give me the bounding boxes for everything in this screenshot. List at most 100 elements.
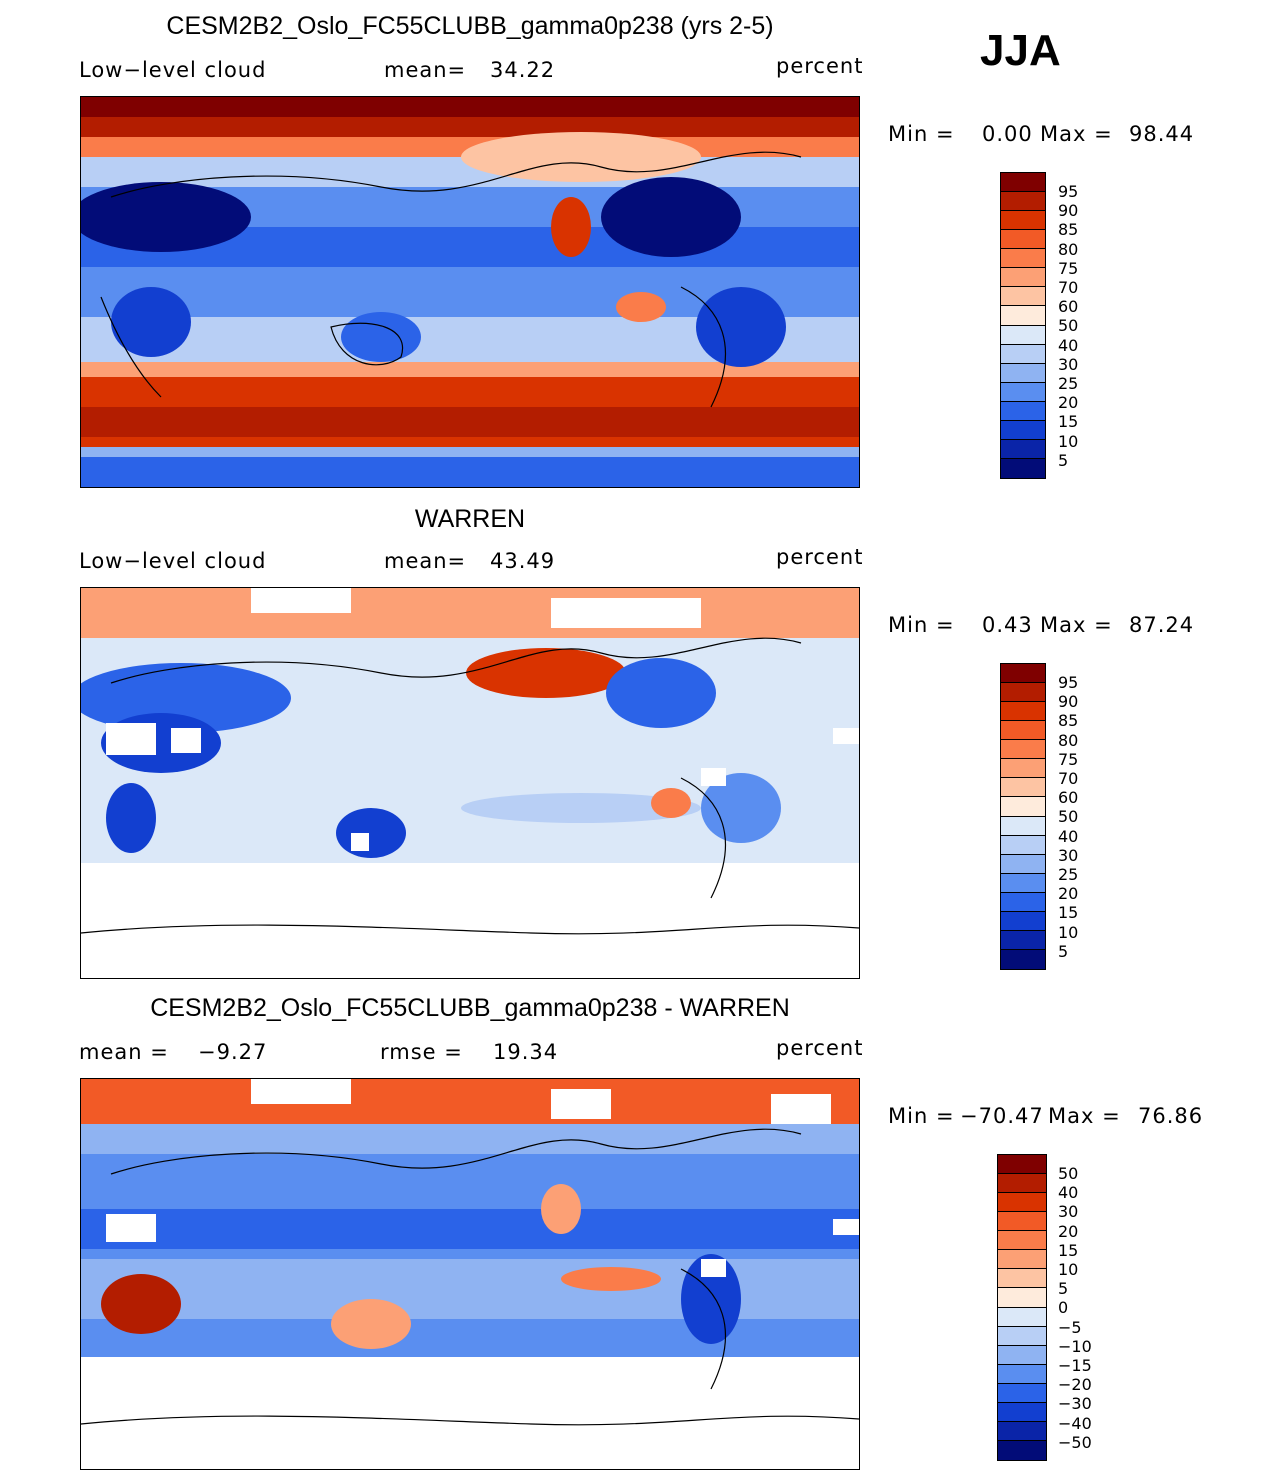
panel3-max-label: Max = <box>1048 1104 1121 1128</box>
colorbar-swatch <box>1001 835 1045 855</box>
colorbar-swatch <box>1001 420 1045 440</box>
colorbar-tick-label: 15 <box>1058 1240 1079 1260</box>
panel1-units: percent <box>776 54 864 78</box>
colorbar-tick-label: 40 <box>1058 335 1079 355</box>
panel2-mean-label: mean= <box>384 549 467 573</box>
colorbar-swatch <box>1001 230 1045 250</box>
colorbar-tick-label: 95 <box>1058 673 1079 692</box>
colorbar-tick-label: 70 <box>1058 769 1079 788</box>
panel3-min-value: −70.47 <box>960 1104 1044 1128</box>
panel1-min-value: 0.00 <box>982 122 1033 146</box>
colorbar-swatch <box>1001 382 1045 402</box>
colorbar-swatch <box>1001 439 1045 459</box>
colorbar-tick-label: −15 <box>1058 1356 1092 1375</box>
colorbar-tick-label: 30 <box>1058 1202 1079 1222</box>
colorbar-swatch <box>1001 911 1045 931</box>
colorbar-tick-label: 30 <box>1058 845 1079 865</box>
panel1-title: CESM2B2_Oslo_FC55CLUBB_gamma0p238 (yrs 2… <box>166 12 774 40</box>
panel2-min-value: 0.43 <box>982 613 1033 637</box>
colorbar-swatch <box>998 1345 1046 1365</box>
panel1-colorbar <box>1000 172 1046 479</box>
colorbar-swatch <box>998 1193 1046 1213</box>
panel3-map <box>80 1078 860 1470</box>
colorbar-swatch <box>1001 287 1045 307</box>
colorbar-tick-label: 80 <box>1058 239 1079 259</box>
colorbar-swatch <box>1001 306 1045 326</box>
panel1-mean-label: mean= <box>384 58 467 82</box>
colorbar-swatch <box>1001 854 1045 874</box>
colorbar-tick-label: −10 <box>1058 1336 1092 1356</box>
panel3-mean-label: mean = <box>79 1040 169 1064</box>
colorbar-tick-label: −30 <box>1058 1394 1092 1414</box>
colorbar-tick-label: 10 <box>1058 1260 1079 1279</box>
colorbar-tick-label: −20 <box>1058 1375 1092 1395</box>
colorbar-swatch <box>998 1288 1046 1308</box>
panel3-min-label: Min = <box>888 1104 955 1128</box>
colorbar-tick-label: 90 <box>1058 692 1079 712</box>
colorbar-tick-label: 85 <box>1058 711 1079 731</box>
colorbar-swatch <box>1001 816 1045 836</box>
colorbar-swatch <box>1001 173 1045 193</box>
colorbar-tick-label: 0 <box>1058 1298 1069 1318</box>
panel2-units: percent <box>776 545 864 569</box>
colorbar-tick-label: 20 <box>1058 1221 1079 1241</box>
colorbar-swatch <box>1001 683 1045 703</box>
colorbar-tick-label: 75 <box>1058 749 1079 769</box>
colorbar-swatch <box>998 1212 1046 1232</box>
colorbar-tick-label: 60 <box>1058 297 1079 317</box>
colorbar-swatch <box>1001 192 1045 212</box>
colorbar-swatch <box>1001 930 1045 950</box>
panel1-min-label: Min = <box>888 122 955 146</box>
colorbar-tick-label: 5 <box>1058 1279 1069 1299</box>
colorbar-swatch <box>1001 759 1045 779</box>
colorbar-tick-label: 20 <box>1058 884 1079 904</box>
colorbar-swatch <box>1001 211 1045 231</box>
colorbar-tick-label: 40 <box>1058 826 1079 846</box>
colorbar-tick-label: 10 <box>1058 922 1079 942</box>
season-label: JJA <box>980 26 1061 75</box>
colorbar-swatch <box>1001 401 1045 421</box>
colorbar-tick-label: 5 <box>1058 450 1069 470</box>
colorbar-swatch <box>998 1440 1046 1460</box>
panel3-rmse-value: 19.34 <box>493 1040 559 1064</box>
panel3-max-value: 76.86 <box>1138 1104 1204 1128</box>
colorbar-swatch <box>1001 873 1045 893</box>
panel2-colorbar <box>1000 663 1046 970</box>
panel2-variable-label: Low−level cloud <box>79 549 267 573</box>
colorbar-swatch <box>998 1307 1046 1327</box>
colorbar-swatch <box>1001 664 1045 684</box>
colorbar-tick-label: 50 <box>1058 316 1079 336</box>
colorbar-swatch <box>1001 949 1045 969</box>
colorbar-swatch <box>1001 797 1045 817</box>
panel3-units: percent <box>776 1036 864 1060</box>
panel1-map <box>80 96 860 488</box>
colorbar-swatch <box>1001 249 1045 269</box>
colorbar-tick-label: −50 <box>1058 1432 1092 1452</box>
colorbar-tick-label: 15 <box>1058 412 1079 432</box>
colorbar-swatch <box>1001 363 1045 383</box>
colorbar-tick-label: 75 <box>1058 258 1079 278</box>
colorbar-tick-label: 25 <box>1058 865 1079 884</box>
colorbar-tick-label: 60 <box>1058 788 1079 808</box>
colorbar-tick-label: 90 <box>1058 201 1079 221</box>
colorbar-tick-label: 30 <box>1058 354 1079 374</box>
panel2-map <box>80 587 860 979</box>
panel3-colorbar <box>997 1154 1047 1461</box>
colorbar-swatch <box>1001 702 1045 722</box>
colorbar-swatch <box>1001 740 1045 760</box>
panel3-mean-value: −9.27 <box>198 1040 268 1064</box>
panel1-mean-value: 34.22 <box>490 58 556 82</box>
panel2-max-label: Max = <box>1040 613 1113 637</box>
colorbar-swatch <box>998 1155 1046 1175</box>
panel1-max-value: 98.44 <box>1129 122 1195 146</box>
panel3-rmse-label: rmse = <box>380 1040 463 1064</box>
panel2-min-label: Min = <box>888 613 955 637</box>
colorbar-tick-label: 80 <box>1058 730 1079 750</box>
colorbar-tick-label: 85 <box>1058 220 1079 240</box>
colorbar-swatch <box>998 1174 1046 1194</box>
colorbar-tick-label: 25 <box>1058 374 1079 393</box>
colorbar-tick-label: −40 <box>1058 1413 1092 1433</box>
colorbar-swatch <box>998 1231 1046 1251</box>
colorbar-tick-label: 70 <box>1058 278 1079 297</box>
colorbar-swatch <box>1001 325 1045 345</box>
